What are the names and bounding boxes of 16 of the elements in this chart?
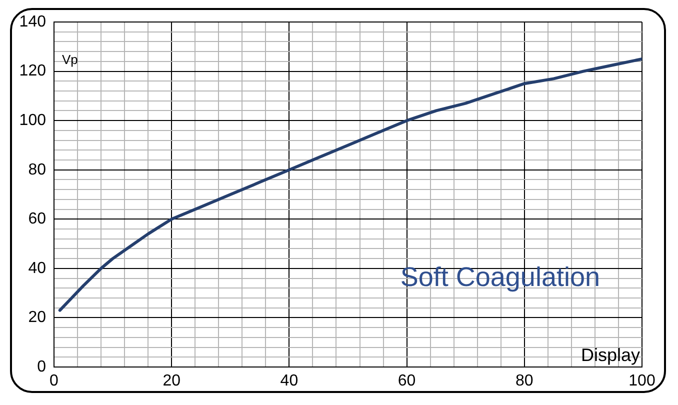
y-tick-label: 20 bbox=[28, 309, 46, 326]
y-tick-label: 80 bbox=[28, 161, 46, 178]
y-tick-label: 100 bbox=[19, 112, 46, 129]
x-tick-label: 40 bbox=[280, 372, 298, 390]
y-tick-label: 40 bbox=[28, 260, 46, 277]
x-tick-label: 80 bbox=[516, 372, 534, 390]
y-tick-label: 0 bbox=[37, 358, 46, 376]
x-tick-label: 20 bbox=[162, 372, 181, 390]
y-axis-title: Vp bbox=[62, 52, 78, 68]
y-tick-label: 60 bbox=[28, 210, 46, 228]
y-tick-label: 140 bbox=[19, 13, 46, 30]
x-axis-title: Display bbox=[580, 344, 640, 365]
x-tick-label: 100 bbox=[628, 372, 656, 390]
x-tick-label: 0 bbox=[50, 372, 59, 390]
x-tick-label: 60 bbox=[398, 372, 416, 390]
y-tick-label: 120 bbox=[19, 62, 46, 80]
